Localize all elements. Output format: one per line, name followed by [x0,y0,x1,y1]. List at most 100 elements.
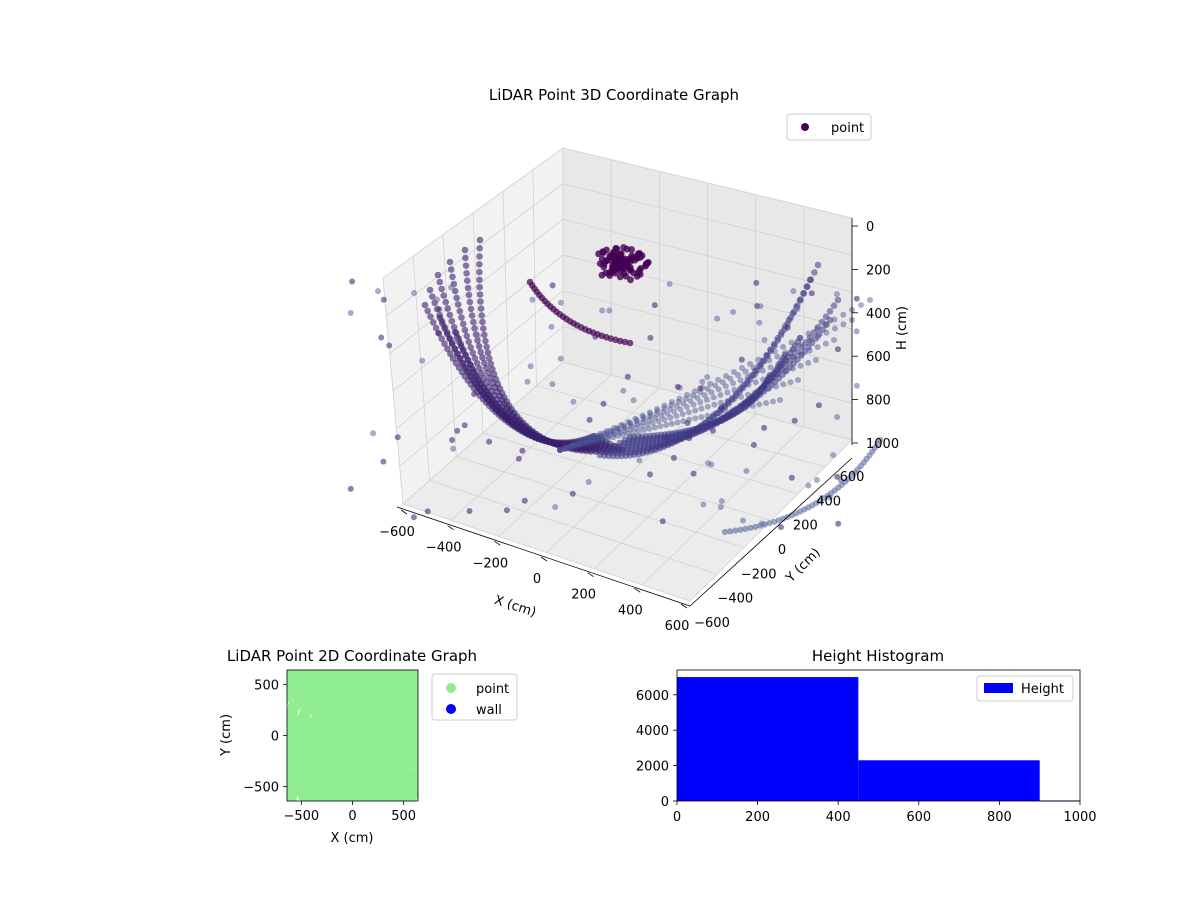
lidar-point-2d [325,741,338,753]
lidar-point-2d [335,792,348,801]
lidar-point-3d [419,357,426,364]
lidar-point-3d [476,276,483,284]
lidar-point-2d [348,767,361,780]
lidar-point-3d [410,514,417,521]
lidar-point-2d [245,802,257,814]
lidar-point-3d [835,520,842,527]
lidar-point-3d [606,307,613,314]
x-tick-mark-3d [540,556,548,562]
lidar-point-2d [345,753,358,766]
lidar-point-3d [581,437,588,444]
lidar-point-3d [454,427,461,434]
lidar-point-3d [640,414,647,420]
lidar-point-3d [813,357,819,363]
lidar-point-3d [751,389,758,396]
lidar-point-3d [826,316,834,324]
y-tick-label-3d: 0 [778,543,786,558]
lidar-point-2d [365,865,377,877]
lidar-point-3d [697,385,704,392]
lidar-point-3d [727,528,734,535]
lidar-point-3d [774,353,781,360]
lidar-point-3d [663,422,670,428]
lidar-point-3d [647,411,654,418]
lidar-point-2d [218,667,230,679]
lidar-point-2d [472,764,484,776]
chart-title-3d: LiDAR Point 3D Coordinate Graph [489,86,739,104]
lidar-point-3d [524,378,531,385]
lidar-point-3d [826,494,833,501]
lidar-point-3d [742,368,749,375]
lidar-point-2d [326,762,339,775]
lidar-point-3d [737,526,744,533]
lidar-point-2d [254,721,266,733]
legend-label-height: Height [1021,682,1064,697]
lidar-point-2d [449,758,461,770]
lidar-point-3d [439,320,446,327]
lidar-point-2d [375,855,387,867]
lidar-point-2d [249,830,261,842]
lidar-point-2d [462,785,474,797]
y-axis-line [689,457,853,607]
lidar-point-3d [563,444,570,451]
lidar-point-2d [341,615,353,627]
lidar-point-3d [729,407,736,414]
lidar-point-3d [561,445,568,452]
lidar-point-2d [381,765,394,778]
lidar-point-3d [707,380,714,387]
lidar-point-3d [461,422,468,429]
lidar-point-3d [730,380,737,387]
lidar-point-3d [563,444,569,451]
lidar-point-2d [390,832,402,844]
lidar-point-2d [404,621,416,633]
lidar-point-3d [618,262,625,270]
lidar-point-3d [704,374,711,380]
lidar-point-3d [803,283,811,290]
lidar-point-3d [782,368,789,375]
lidar-point-2d [352,866,364,878]
lidar-point-3d [605,435,612,442]
lidar-point-3d [651,302,658,309]
lidar-point-3d [632,425,639,431]
lidar-point-3d [448,284,455,291]
lidar-point-2d [228,773,240,785]
lidar-point-3d [557,299,564,306]
lidar-point-3d [749,402,756,409]
lidar-point-2d [224,788,236,800]
lidar-point-3d [745,391,751,398]
lidar-point-3d [549,381,556,388]
lidar-point-2d [351,620,363,632]
lidar-point-2d [287,760,288,764]
x-tick-label-3d: 600 [665,619,690,634]
lidar-point-3d [446,335,454,343]
lidar-point-3d [600,400,607,407]
lidar-point-3d [698,414,705,421]
lidar-point-3d [675,398,682,405]
lidar-point-2d [395,843,407,855]
lidar-point-2d [291,765,304,778]
lidar-point-3d [822,321,829,328]
lidar-point-3d [591,438,598,445]
lidar-point-2d [287,783,298,796]
lidar-point-3d [780,381,787,388]
lidar-point-3d [380,458,387,465]
lidar-point-3d [700,501,707,508]
lidar-point-2d [363,805,375,817]
lidar-point-3d [833,291,840,298]
lidar-point-3d [690,392,696,399]
lidar-point-3d [753,367,761,374]
lidar-point-3d [477,348,485,356]
lidar-point-3d [557,447,563,453]
lidar-point-3d [783,357,789,364]
x-tick-label-3d: −400 [426,541,462,556]
lidar-point-3d [430,319,437,326]
lidar-point-3d [394,434,401,441]
lidar-point-3d [440,292,448,299]
lidar-point-3d [483,343,490,351]
lidar-point-3d [481,359,488,367]
lidar-point-3d [588,436,595,443]
lidar-point-2d [323,626,335,638]
lidar-point-2d [440,746,452,758]
lidar-point-2d [366,817,378,829]
lidar-point-3d [756,401,763,408]
